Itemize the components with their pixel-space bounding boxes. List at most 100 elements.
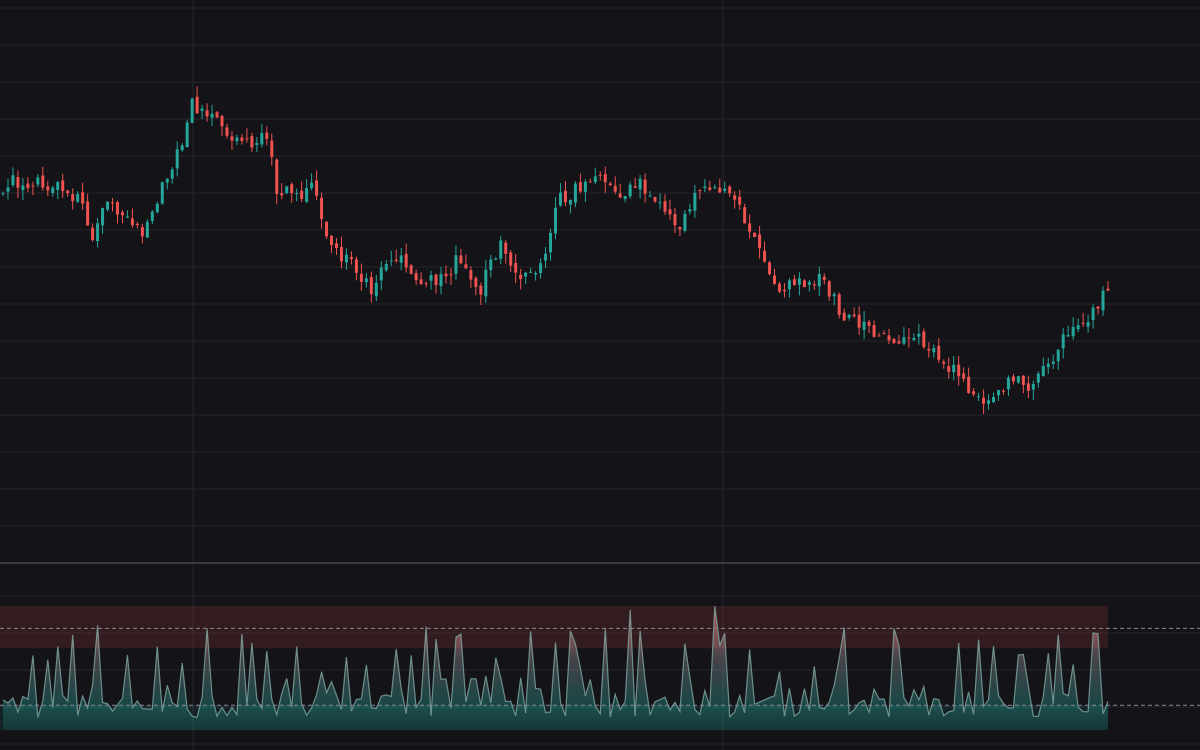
candle-body — [101, 208, 105, 226]
oscillator-pane — [0, 605, 1200, 730]
candle — [26, 177, 30, 192]
candle — [628, 181, 632, 199]
candle — [952, 356, 956, 381]
candle — [797, 272, 801, 296]
candle — [663, 194, 667, 215]
candle-body — [115, 202, 119, 215]
candle-body — [872, 324, 876, 337]
candle — [937, 338, 941, 364]
candle — [1101, 286, 1105, 316]
candle-body — [987, 400, 991, 404]
candle-body — [81, 192, 85, 204]
candle — [464, 254, 468, 269]
candle — [817, 266, 821, 296]
candle — [802, 278, 806, 288]
candle-body — [454, 255, 458, 274]
candle-body — [339, 247, 343, 262]
candle-body — [106, 201, 110, 210]
candle — [21, 177, 25, 201]
candle — [215, 110, 219, 118]
candle — [549, 228, 553, 261]
candle-body — [633, 186, 637, 188]
candle — [852, 307, 856, 318]
candle-body — [952, 364, 956, 373]
candle-body — [603, 174, 607, 183]
candle-body — [439, 274, 443, 287]
candle — [887, 328, 891, 345]
candle-body — [748, 223, 752, 232]
candle — [618, 183, 622, 199]
candle — [947, 357, 951, 379]
candle — [514, 253, 518, 284]
candle — [469, 266, 473, 288]
candle-body — [56, 182, 60, 190]
candle — [1061, 328, 1065, 359]
candle-body — [364, 278, 368, 283]
candle-body — [1101, 290, 1105, 311]
candle-body — [185, 122, 189, 148]
candle-body — [648, 195, 652, 197]
candle-body — [235, 137, 239, 142]
candle-body — [524, 272, 528, 277]
candle — [623, 195, 627, 203]
candle — [379, 261, 383, 291]
candle-body — [270, 140, 274, 157]
candle — [300, 181, 304, 203]
candle-body — [130, 218, 134, 226]
candle — [111, 197, 115, 212]
candle-body — [882, 333, 886, 335]
candle — [310, 173, 314, 191]
candle-body — [892, 339, 896, 344]
candle-body — [977, 396, 981, 398]
oscillator-area — [3, 606, 1108, 730]
candle — [474, 276, 478, 296]
candle — [558, 183, 562, 207]
candle-body — [812, 284, 816, 286]
candle — [409, 263, 413, 275]
candle — [334, 237, 338, 256]
candle — [454, 245, 458, 280]
candle-body — [539, 263, 543, 274]
candle-body — [1061, 334, 1065, 349]
candle-body — [733, 195, 737, 200]
candle — [668, 199, 672, 220]
candle — [145, 219, 149, 238]
candle — [832, 292, 836, 306]
candle — [320, 192, 324, 229]
candle — [738, 189, 742, 210]
candle-body — [315, 180, 319, 196]
candle-body — [613, 185, 617, 192]
candle-body — [947, 366, 951, 372]
candle — [519, 268, 523, 290]
candle — [125, 210, 129, 219]
candle — [837, 292, 841, 319]
candle — [648, 191, 652, 197]
candle — [703, 179, 707, 193]
candle-body — [902, 337, 906, 344]
candle-body — [379, 267, 383, 281]
candle — [822, 273, 826, 285]
candle-body — [563, 190, 567, 203]
candle — [444, 265, 448, 284]
candle — [1026, 375, 1030, 398]
candle — [275, 158, 279, 205]
candle — [155, 201, 159, 214]
candle-body — [1026, 383, 1030, 391]
candle — [673, 207, 677, 234]
candle-body — [718, 187, 722, 193]
candle-body — [768, 262, 772, 275]
candle-body — [46, 186, 50, 191]
candle-body — [285, 186, 289, 194]
candle-body — [728, 186, 732, 194]
candle — [1106, 281, 1110, 292]
candle-body — [962, 373, 966, 379]
candle-body — [334, 243, 338, 248]
candle — [419, 272, 423, 285]
candle — [922, 328, 926, 350]
candle — [534, 271, 538, 281]
candle-body — [887, 335, 891, 341]
candle-body — [703, 186, 707, 189]
candle-body — [773, 275, 777, 284]
